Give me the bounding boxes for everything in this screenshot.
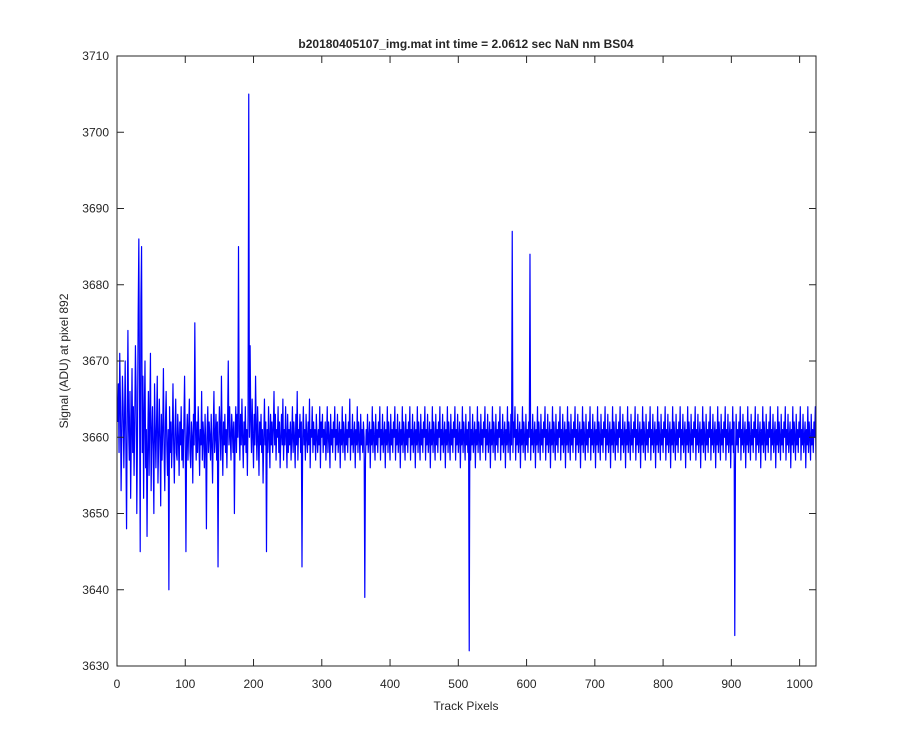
y-tick-label: 3650 (82, 507, 109, 521)
x-tick-label: 400 (380, 677, 400, 691)
x-tick-label: 300 (312, 677, 332, 691)
x-tick-label: 100 (175, 677, 195, 691)
y-tick-label: 3710 (82, 49, 109, 63)
y-tick-label: 3700 (82, 125, 109, 139)
x-tick-label: 200 (244, 677, 264, 691)
chart-title: b20180405107_img.mat int time = 2.0612 s… (298, 37, 634, 51)
signal-series-line (117, 93, 816, 652)
x-tick-label: 0 (114, 677, 121, 691)
x-tick-label: 800 (653, 677, 673, 691)
x-axis-label: Track Pixels (434, 699, 499, 713)
axes-background (117, 56, 816, 666)
y-axis-ticks: 3630 3640 3650 3660 3670 3680 3690 3700 3710 (82, 49, 816, 673)
y-axis-label: Signal (ADU) at pixel 892 (57, 293, 71, 428)
x-tick-label: 600 (517, 677, 537, 691)
x-axis-ticks: 0 100 200 300 400 500 600 700 800 900 1000 (114, 56, 813, 691)
x-tick-label: 900 (721, 677, 741, 691)
x-tick-label: 500 (448, 677, 468, 691)
plot-area (117, 93, 816, 652)
y-tick-label: 3690 (82, 202, 109, 216)
y-tick-label: 3670 (82, 354, 109, 368)
y-tick-label: 3640 (82, 583, 109, 597)
y-tick-label: 3680 (82, 278, 109, 292)
x-tick-label: 700 (585, 677, 605, 691)
y-tick-label: 3630 (82, 659, 109, 673)
axes-box (116, 55, 817, 667)
y-tick-label: 3660 (82, 430, 109, 444)
x-tick-label: 1000 (786, 677, 813, 691)
